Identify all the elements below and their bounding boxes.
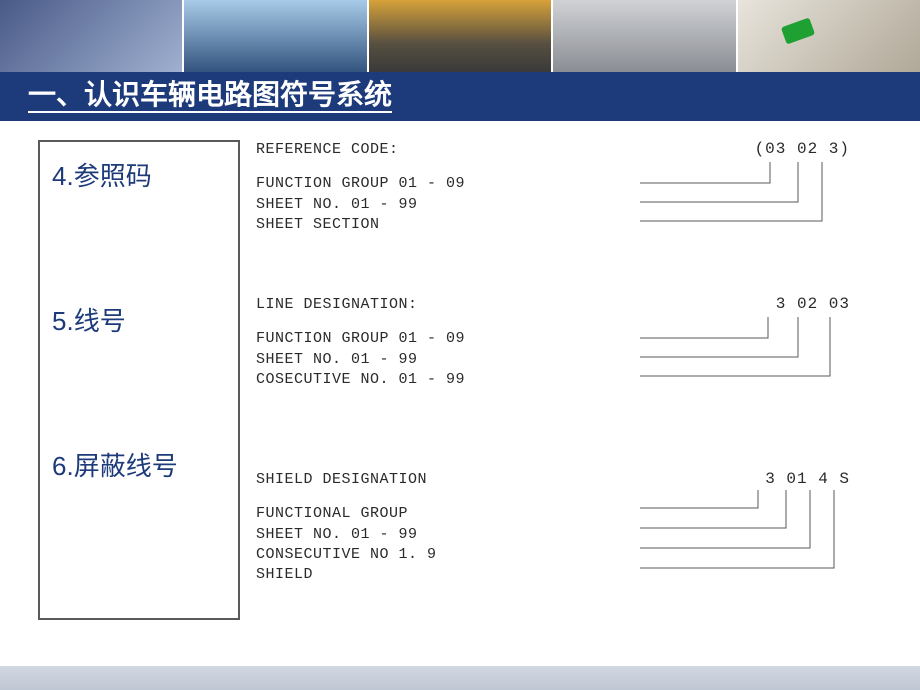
- title-bar: 一、认识车辆电路图符号系统: [0, 72, 920, 124]
- block-reference-code: REFERENCE CODE: FUNCTION GROUP 01 - 09 S…: [256, 140, 890, 300]
- block2-line2: SHEET NO. 01 - 99: [256, 350, 890, 370]
- block1-line2: SHEET NO. 01 - 99: [256, 195, 890, 215]
- block3-code: 3 01 4 S: [765, 470, 850, 488]
- block2-line1: FUNCTION GROUP 01 - 09: [256, 329, 890, 349]
- block2-code: 3 02 03: [776, 295, 850, 313]
- block-line-designation: LINE DESIGNATION: FUNCTION GROUP 01 - 09…: [256, 295, 890, 455]
- block3-line1: FUNCTIONAL GROUP: [256, 504, 890, 524]
- header-photo-hands: [0, 0, 184, 72]
- block3-line2: SHEET NO. 01 - 99: [256, 525, 890, 545]
- content-area: 4.参照码 5.线号 6.屏蔽线号 REFERENCE CODE: FUNCTI…: [38, 140, 890, 660]
- left-item-5-num: 5.: [52, 306, 74, 336]
- left-item-4-num: 4.: [52, 161, 74, 191]
- left-item-6-label: 屏蔽线号: [74, 451, 178, 481]
- block1-line1: FUNCTION GROUP 01 - 09: [256, 174, 890, 194]
- header-photo-rail: [553, 0, 737, 72]
- left-item-4: 4.参照码: [40, 152, 238, 197]
- header-photo-building: [184, 0, 368, 72]
- left-item-5: 5.线号: [40, 297, 238, 342]
- block3-line4: SHIELD: [256, 565, 890, 585]
- top-photo-strip: [0, 0, 920, 72]
- block1-line3: SHEET SECTION: [256, 215, 890, 235]
- title-text: 一、认识车辆电路图符号系统: [28, 80, 392, 113]
- header-photo-tool: [738, 0, 920, 72]
- block3-line3: CONSECUTIVE NO 1. 9: [256, 545, 890, 565]
- left-item-5-label: 线号: [74, 306, 126, 336]
- block-shield-designation: SHIELD DESIGNATION FUNCTIONAL GROUP SHEE…: [256, 470, 890, 630]
- left-item-4-label: 参照码: [74, 161, 152, 191]
- header-photo-train: [369, 0, 553, 72]
- block2-line3: COSECUTIVE NO. 01 - 99: [256, 370, 890, 390]
- left-label-box: 4.参照码 5.线号 6.屏蔽线号: [38, 140, 240, 620]
- left-item-6-num: 6.: [52, 451, 74, 481]
- footer-bar: [0, 666, 920, 690]
- left-item-6: 6.屏蔽线号: [40, 442, 238, 487]
- block1-code: (03 02 3): [755, 140, 850, 158]
